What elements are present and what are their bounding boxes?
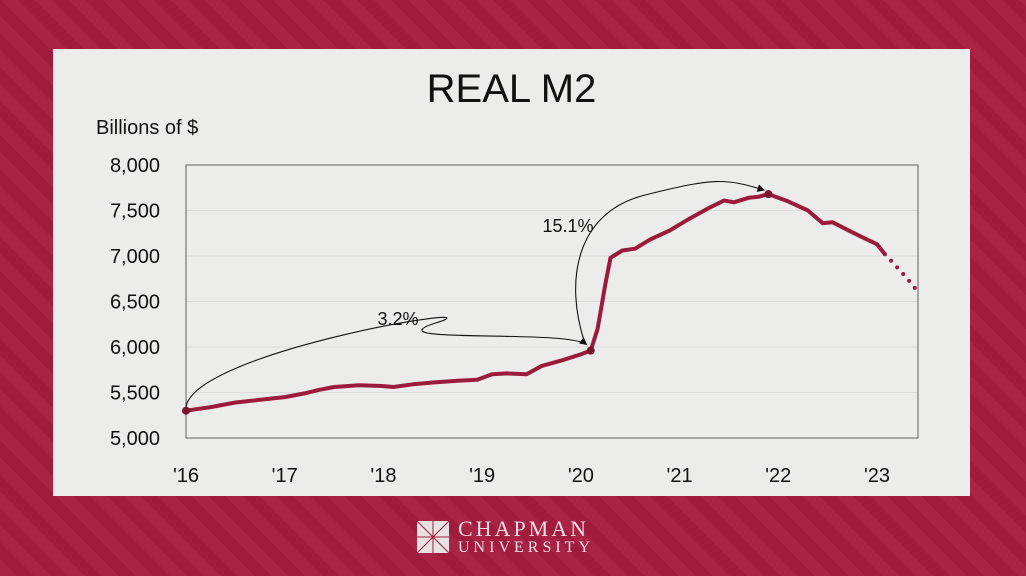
y-tick-label: 5,000: [110, 428, 160, 450]
x-tick-label: '20: [568, 465, 594, 487]
annotation-3-2-percent: 3.2%: [377, 309, 418, 329]
arrow-15-1-percent: [575, 181, 766, 343]
chart-area: REAL M2 Billions of $: [53, 49, 970, 496]
y-tick-label: 8,000: [110, 155, 160, 177]
slide-panel: [53, 49, 970, 496]
data-point-marker: [182, 406, 190, 415]
x-tick-label: '23: [864, 465, 890, 487]
plot-frame: [185, 164, 919, 439]
series-line: [185, 192, 887, 413]
logo-line2: UNIVERSITY: [458, 539, 594, 556]
y-axis-label: Billions of $: [96, 117, 199, 139]
x-tick-label: '21: [667, 465, 693, 487]
x-tick-label: '16: [173, 465, 199, 487]
y-tick-label: 7,500: [110, 201, 160, 223]
y-tick-label: 7,000: [110, 246, 160, 268]
x-tick-label: '19: [469, 465, 495, 487]
logo-emblem-icon: [416, 520, 450, 554]
forecast-line: [882, 252, 921, 295]
x-tick-label: '18: [370, 465, 396, 487]
y-tick-label: 6,000: [110, 337, 160, 359]
chapman-logo: CHAPMAN UNIVERSITY: [416, 518, 594, 556]
x-tick-label: '22: [765, 465, 791, 487]
y-tick-label: 5,500: [110, 383, 160, 405]
chart-title: REAL M2: [426, 67, 597, 111]
data-point-marker: [764, 190, 773, 199]
y-tick-label: 6,500: [110, 292, 160, 314]
x-tick-label: '17: [272, 465, 298, 487]
annotation-15-1-percent: 15.1%: [542, 216, 593, 236]
logo-line1: CHAPMAN: [458, 516, 590, 541]
arrow-3-2-percent: [185, 316, 588, 407]
data-point-marker: [586, 346, 595, 355]
